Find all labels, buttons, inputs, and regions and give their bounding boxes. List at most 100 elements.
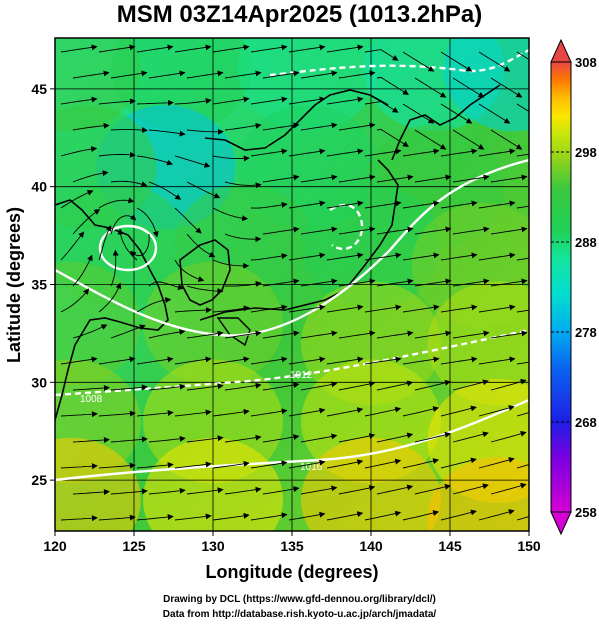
y-tick-label: 35	[31, 277, 47, 293]
streamline	[364, 458, 402, 469]
colorbar-ticks: 258 268 278 288 298 308	[551, 55, 597, 520]
streamline	[98, 514, 136, 521]
streamline	[262, 70, 300, 79]
streamline	[376, 226, 414, 235]
x-tick-label: 130	[201, 538, 225, 554]
streamline	[117, 228, 138, 261]
streamline	[110, 436, 148, 443]
field-sample	[237, 38, 378, 132]
streamline	[440, 304, 478, 313]
streamline	[148, 281, 184, 291]
streamline	[300, 330, 338, 339]
streamline	[516, 361, 529, 365]
streamline	[414, 226, 452, 235]
streamline	[414, 330, 452, 339]
streamline	[490, 174, 528, 183]
colorbar-tick-label: 268	[575, 415, 597, 430]
streamline	[364, 304, 402, 313]
streamline	[516, 51, 529, 61]
field-sample	[55, 261, 141, 386]
streamline	[250, 304, 288, 313]
streamline	[288, 511, 326, 521]
colorbar-tick-label: 258	[575, 505, 597, 520]
streamline	[452, 431, 489, 443]
streamline	[98, 44, 136, 53]
streamline	[478, 252, 516, 261]
streamline	[440, 405, 477, 417]
x-tick-label: 120	[43, 538, 67, 554]
streamline	[338, 122, 376, 131]
y-tick-label: 45	[31, 81, 47, 97]
streamline	[288, 44, 326, 53]
streamline	[250, 408, 288, 417]
streamline	[440, 252, 478, 261]
field-sample	[427, 281, 529, 406]
streamline	[440, 509, 477, 521]
isobar-line	[55, 158, 529, 337]
streamline	[212, 155, 250, 162]
streamline	[250, 512, 288, 521]
streamline	[174, 307, 212, 314]
streamline	[478, 51, 511, 72]
streamline	[288, 148, 326, 157]
streamline	[224, 280, 262, 287]
streamline	[174, 97, 212, 105]
streamline	[402, 252, 440, 261]
streamline	[338, 226, 376, 235]
streamline	[110, 324, 146, 339]
streamline	[148, 181, 182, 200]
streamline	[262, 174, 300, 183]
streamline	[402, 304, 440, 313]
streamline	[452, 330, 490, 339]
streamline	[516, 257, 529, 261]
streamline	[490, 278, 528, 287]
streamline	[338, 278, 376, 287]
streamline	[110, 249, 119, 287]
y-tick-label: 30	[31, 374, 47, 390]
streamline	[98, 197, 135, 209]
streamline	[338, 330, 376, 339]
colorbar-tick-label: 278	[575, 325, 597, 340]
streamline	[262, 434, 300, 443]
streamline	[288, 96, 326, 105]
streamline	[440, 103, 473, 124]
streamline	[452, 129, 485, 150]
streamline	[300, 122, 338, 131]
streamline	[440, 356, 478, 365]
isobar-line	[269, 48, 529, 77]
streamline	[136, 462, 174, 469]
streamline	[402, 51, 435, 72]
streamline	[212, 96, 250, 105]
streamline	[326, 511, 364, 521]
streamline	[110, 214, 137, 235]
streamline	[364, 148, 402, 157]
streamline	[364, 356, 402, 365]
streamline	[98, 462, 136, 469]
coastline-continent-north	[204, 89, 389, 151]
y-axis-label: Latitude (degrees)	[4, 207, 24, 363]
streamline	[98, 282, 122, 313]
streamline	[414, 431, 451, 443]
streamline	[326, 96, 364, 105]
streamline	[364, 49, 399, 61]
streamline	[148, 70, 186, 79]
streamline	[136, 514, 174, 521]
streamline	[250, 44, 288, 53]
streamline	[478, 405, 515, 417]
streamline	[452, 379, 489, 391]
streamline	[174, 207, 202, 234]
streamline	[186, 233, 216, 258]
streamline	[478, 356, 516, 365]
streamline	[186, 487, 224, 495]
streamline	[326, 148, 364, 157]
isobar-line	[55, 328, 529, 397]
streamline	[440, 51, 473, 72]
streamline	[402, 356, 440, 365]
streamline	[136, 356, 174, 365]
streamline	[72, 488, 110, 495]
streamline	[72, 436, 110, 443]
streamline	[364, 510, 402, 521]
streamline	[262, 122, 300, 131]
streamline	[402, 458, 440, 469]
